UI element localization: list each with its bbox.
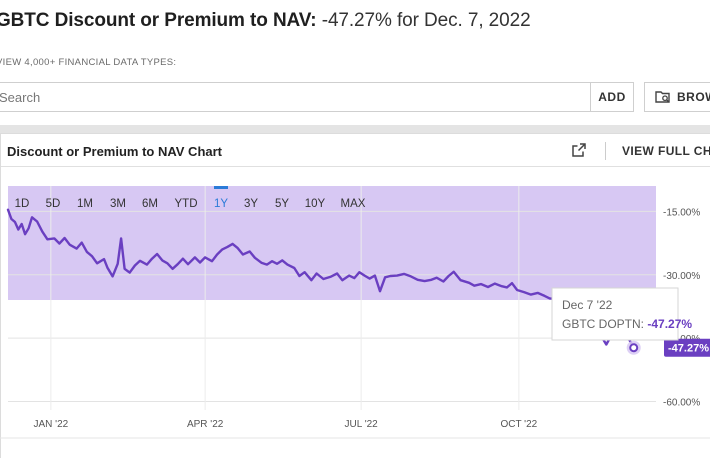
page-title: GBTC Discount or Premium to NAV: -47.27%… <box>0 10 531 32</box>
range-button-3m[interactable]: 3M <box>110 198 126 210</box>
last-point-marker <box>629 343 639 353</box>
header-separator <box>605 142 606 160</box>
end-value-label-box <box>664 338 710 357</box>
chart-panel: Discount or Premium to NAV Chart VIEW FU… <box>0 133 710 458</box>
browse-button-label: BROWSE <box>677 90 710 104</box>
search-input[interactable] <box>0 83 590 111</box>
x-tick-label: JUL '22 <box>345 419 379 430</box>
range-button-1d[interactable]: 1D <box>15 198 30 210</box>
active-range-indicator <box>214 186 228 189</box>
y-tick-label: -15.00% <box>663 207 700 218</box>
tooltip-box <box>551 287 679 341</box>
add-button[interactable]: ADD <box>590 82 634 112</box>
chart-panel-header-divider <box>1 166 710 167</box>
range-button-10y[interactable]: 10Y <box>305 198 326 210</box>
y-tick-label: -30.00% <box>663 271 700 282</box>
end-value-label: -47.27% <box>668 343 709 355</box>
search-box[interactable] <box>0 82 590 112</box>
browse-button[interactable]: BROWSE <box>644 82 710 112</box>
series-line-gbtc-doptn <box>6 208 635 349</box>
external-link-icon[interactable] <box>571 142 587 158</box>
range-shade-band <box>8 186 656 300</box>
range-button-ytd[interactable]: YTD <box>175 198 198 210</box>
tooltip-value: -47.27% <box>647 317 692 331</box>
range-button-5d[interactable]: 5D <box>46 198 61 210</box>
range-button-5y[interactable]: 5Y <box>275 198 289 210</box>
page-title-value: -47.27% for Dec. 7, 2022 <box>321 10 531 31</box>
tooltip-series: GBTC DOPTN: -47.27% <box>562 317 692 331</box>
page-title-metric: GBTC Discount or Premium to NAV: <box>0 10 317 31</box>
x-tick-label: OCT '22 <box>500 419 537 430</box>
x-tick-label: JAN '22 <box>34 419 69 430</box>
section-divider <box>0 125 710 133</box>
data-types-subhead: VIEW 4,000+ FINANCIAL DATA TYPES: <box>0 57 177 68</box>
range-button-1y[interactable]: 1Y <box>214 198 228 210</box>
range-button-max[interactable]: MAX <box>341 198 366 210</box>
y-tick-label: -60.00% <box>663 398 700 409</box>
chart-panel-title: Discount or Premium to NAV Chart <box>7 144 223 159</box>
folder-search-icon <box>655 91 670 103</box>
tooltip-series-label: GBTC DOPTN: <box>562 317 647 331</box>
view-full-chart-link[interactable]: VIEW FULL CHART <box>622 144 710 158</box>
range-button-6m[interactable]: 6M <box>142 198 158 210</box>
tooltip-date: Dec 7 '22 <box>562 298 613 312</box>
range-button-1m[interactable]: 1M <box>77 198 93 210</box>
x-tick-label: APR '22 <box>187 419 224 430</box>
range-button-3y[interactable]: 3Y <box>244 198 258 210</box>
